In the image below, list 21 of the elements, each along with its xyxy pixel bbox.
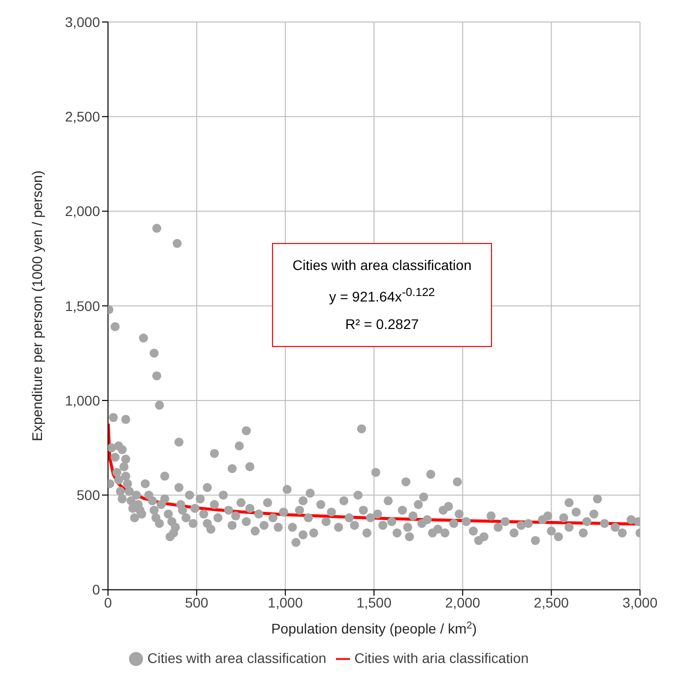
annotation: R² = 0.2827 bbox=[344, 314, 420, 334]
y-tick-label: 3,000 bbox=[64, 14, 100, 30]
x-tick-label: 2,000 bbox=[445, 594, 480, 611]
y-tick-label: 500 bbox=[76, 487, 100, 504]
x-tick-label: 2,500 bbox=[534, 594, 570, 611]
y-tick-label: 2,000 bbox=[64, 203, 100, 220]
legend-label: Cities with aria classification bbox=[354, 650, 529, 666]
y-tick-label: 1,500 bbox=[64, 298, 100, 314]
annotation: Cities with area classification bbox=[292, 256, 472, 275]
x-tick-label: 1,500 bbox=[356, 594, 392, 611]
x-tick-label: 1,000 bbox=[268, 594, 304, 611]
annotation: y = 921.64x$^{-0.122}$ bbox=[328, 285, 436, 307]
x-tick-label: 500 bbox=[184, 594, 209, 611]
x-axis-title: Population density (people / km$^{2}$) bbox=[271, 620, 477, 637]
legend-label: Cities with area classification bbox=[147, 650, 326, 666]
x-tick-label: 3,000 bbox=[622, 594, 658, 611]
y-tick-label: 2,500 bbox=[64, 108, 100, 125]
y-tick-label: 0 bbox=[92, 582, 100, 598]
x-tick-label: 0 bbox=[104, 594, 112, 611]
y-axis-title: Expenditure per person (1000 yen / person) bbox=[29, 170, 45, 442]
y-tick-label: 1,000 bbox=[64, 392, 100, 408]
